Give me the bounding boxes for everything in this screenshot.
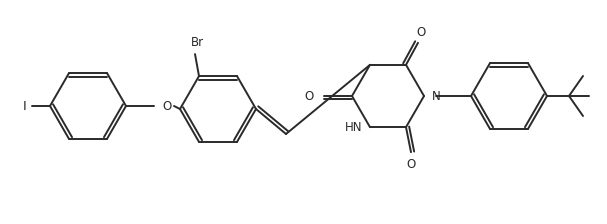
Text: N: N — [432, 90, 441, 103]
Text: I: I — [22, 99, 26, 112]
Text: Br: Br — [191, 36, 204, 49]
Text: HN: HN — [345, 121, 362, 134]
Text: O: O — [163, 99, 172, 112]
Text: O: O — [406, 158, 416, 171]
Text: O: O — [305, 90, 314, 103]
Text: O: O — [416, 26, 426, 39]
